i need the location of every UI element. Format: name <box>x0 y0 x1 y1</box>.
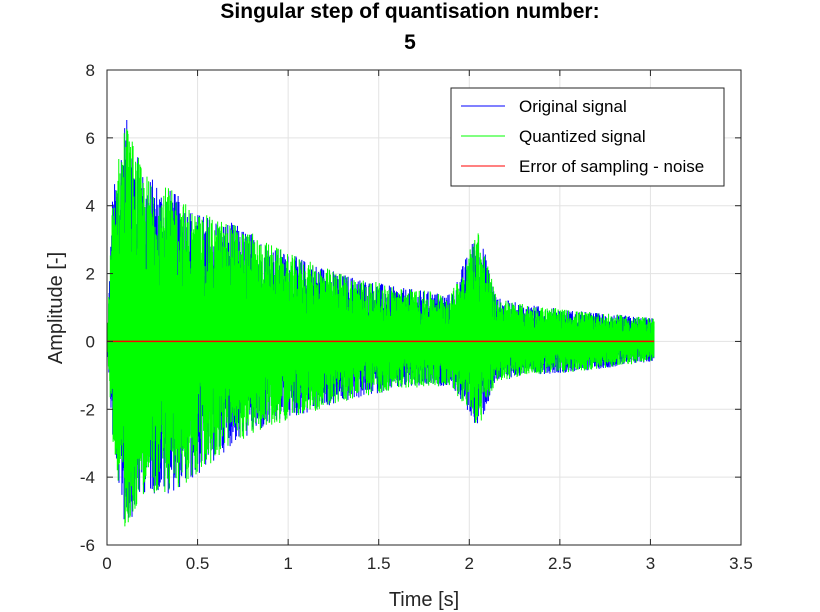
x-tick-label: 1 <box>283 554 292 573</box>
plot-data <box>106 119 655 527</box>
x-tick-label: 3 <box>646 554 655 573</box>
x-tick-label: 0.5 <box>186 554 210 573</box>
y-tick-label: 0 <box>86 332 95 351</box>
series-line-quantized-signal <box>106 129 655 527</box>
legend-box <box>450 87 725 187</box>
legend-label-original: Original signal <box>519 97 627 116</box>
y-tick-label: -6 <box>80 536 95 555</box>
legend: Original signal Quantized signal Error o… <box>450 87 725 187</box>
legend-label-error: Error of sampling - noise <box>519 157 704 176</box>
axis-ticks: 0 0.5 1 1.5 2 2.5 3 3.5 -6 -4 -2 0 2 4 6 8 <box>80 61 753 573</box>
x-tick-label: 2 <box>465 554 474 573</box>
y-tick-label: 2 <box>86 265 95 284</box>
chart-title-line-1: Singular step of quantisation number: <box>220 0 600 23</box>
y-tick-label: -4 <box>80 468 95 487</box>
legend-label-quantized: Quantized signal <box>519 127 646 146</box>
x-tick-label: 3.5 <box>729 554 753 573</box>
y-tick-label: -2 <box>80 400 95 419</box>
x-tick-label: 1.5 <box>367 554 391 573</box>
y-axis-label: Amplitude [-] <box>45 252 67 364</box>
y-tick-label: 4 <box>86 197 95 216</box>
y-tick-label: 8 <box>86 61 95 80</box>
chart-title-line-2: 5 <box>404 31 416 54</box>
x-tick-label: 0 <box>102 554 111 573</box>
x-tick-label: 2.5 <box>548 554 572 573</box>
y-tick-label: 6 <box>86 129 95 148</box>
plot-frame <box>106 69 742 546</box>
x-axis-label: Time [s] <box>389 589 459 611</box>
